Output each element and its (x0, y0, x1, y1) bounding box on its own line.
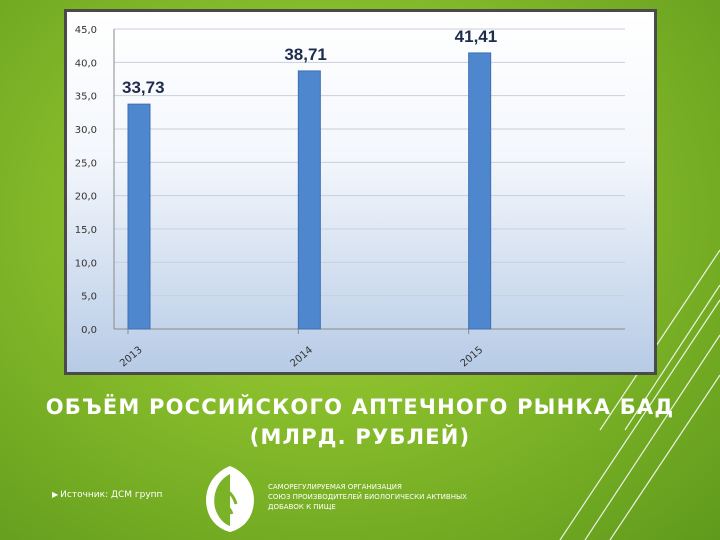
title-line-2: (МЛРД. РУБЛЕЙ) (249, 425, 471, 449)
y-tick-label: 40,0 (75, 58, 97, 69)
y-tick-label: 45,0 (75, 25, 97, 36)
chart-area: 0,0 5,0 10,0 15,0 20,0 25,0 30,0 35,0 40,0 45,0 33… (67, 12, 654, 372)
x-tick-label: 2015 (459, 345, 486, 370)
leaf-logo-icon (206, 466, 254, 532)
data-label: 38,71 (284, 45, 327, 64)
y-tick-label: 15,0 (75, 225, 97, 236)
y-tick-label: 0,0 (81, 325, 97, 336)
chart-frame: 0,0 5,0 10,0 15,0 20,0 25,0 30,0 35,0 40,0 45,0 33… (64, 9, 657, 375)
x-tick-label: 2014 (288, 345, 315, 370)
source-text: Источник: ДСМ групп (60, 490, 163, 500)
title-line-1: ОБЪЁМ РОССИЙСКОГО АПТЕЧНОГО РЫНКА БАД (45, 395, 675, 419)
data-label: 33,73 (122, 78, 165, 97)
triangle-bullet-icon: ▶ (52, 490, 59, 499)
y-tick-label: 5,0 (81, 292, 97, 303)
x-tick-label: 2013 (118, 345, 145, 370)
bar (127, 103, 151, 330)
org-line-2: СОЮЗ ПРОИЗВОДИТЕЛЕЙ БИОЛОГИЧЕСКИ АКТИВНЫ… (268, 493, 467, 501)
y-tick-label: 30,0 (75, 125, 97, 136)
bar (468, 52, 492, 330)
y-tick-label: 10,0 (75, 258, 97, 269)
y-tick-label: 20,0 (75, 192, 97, 203)
org-line-1: САМОРЕГУЛИРУЕМАЯ ОРГАНИЗАЦИЯ (268, 483, 402, 491)
organization-name: САМОРЕГУЛИРУЕМАЯ ОРГАНИЗАЦИЯ СОЮЗ ПРОИЗВ… (268, 482, 467, 512)
data-label: 41,41 (455, 27, 498, 46)
y-tick-label: 25,0 (75, 158, 97, 169)
bar (297, 70, 321, 330)
org-line-3: ДОБАВОК К ПИЩЕ (268, 503, 336, 511)
slide-title: ОБЪЁМ РОССИЙСКОГО АПТЕЧНОГО РЫНКА БАД (М… (0, 392, 720, 452)
y-tick-label: 35,0 (75, 92, 97, 103)
bar-chart: 0,0 5,0 10,0 15,0 20,0 25,0 30,0 35,0 40,0 45,0 33… (75, 25, 625, 370)
source-note: ▶ Источник: ДСМ групп (52, 490, 162, 500)
